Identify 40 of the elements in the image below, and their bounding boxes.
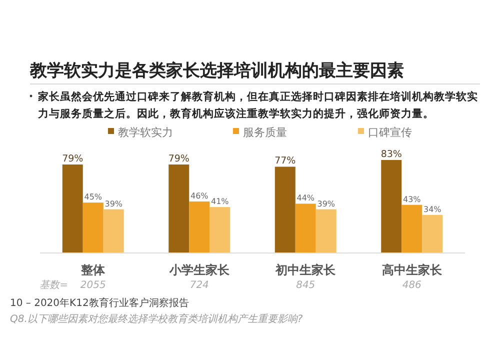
data-label: 79% [168,153,190,164]
bar [210,207,230,253]
chart-subtitle: 家长虽然会优先通过口碑来了解教育机构，但在真正选择时口碑因素排在培训机构教学软实力与服务质量之后。因此，教育机构应该注重教学软实力的提升，强化师资力量。 [37,90,478,120]
data-label: 39% [317,199,336,208]
bar [62,164,83,253]
bar [381,160,402,253]
bar [402,204,422,253]
chart-title: 教学软实力是各类家长选择培训机构的最主要因素 [29,61,404,81]
bar [422,214,443,253]
data-label: 77% [274,156,296,167]
data-label: 45% [84,192,102,202]
bar [316,209,336,253]
text: 基数= [40,279,68,291]
data-label: 44% [296,194,315,203]
x-tick-label: 小学生家长 [168,263,230,277]
x-tick-label: 高中生家长 [382,263,443,277]
text: Q8.以下哪些因素对您最终选择学校教育类培训机构产生重要影响? [10,313,304,325]
data-label: 43% [402,194,422,204]
bar [295,204,316,253]
bar [168,164,190,253]
legend-label: 口碑宣传 [368,126,412,139]
legend-label: 教学软实力 [118,126,173,139]
bar [103,209,124,253]
text: 724 [190,280,209,291]
bar [274,166,296,253]
text: 10 – 2020年K12教育行业客户洞察报告 [10,297,189,309]
data-label: 83% [380,149,402,160]
legend-label: 服务质量 [243,126,287,139]
data-label: 41% [210,197,230,206]
data-label: 79% [62,153,84,164]
text: 2055 [80,280,106,291]
data-label: 46% [190,191,209,200]
data-label: 39% [104,199,123,208]
bar [82,202,104,253]
text: 486 [402,280,422,291]
x-tick-label: 初中生家长 [274,263,337,277]
x-tick-label: 整体 [80,263,106,277]
text: 845 [296,280,316,291]
bar [189,201,210,253]
data-label: 34% [423,204,442,214]
